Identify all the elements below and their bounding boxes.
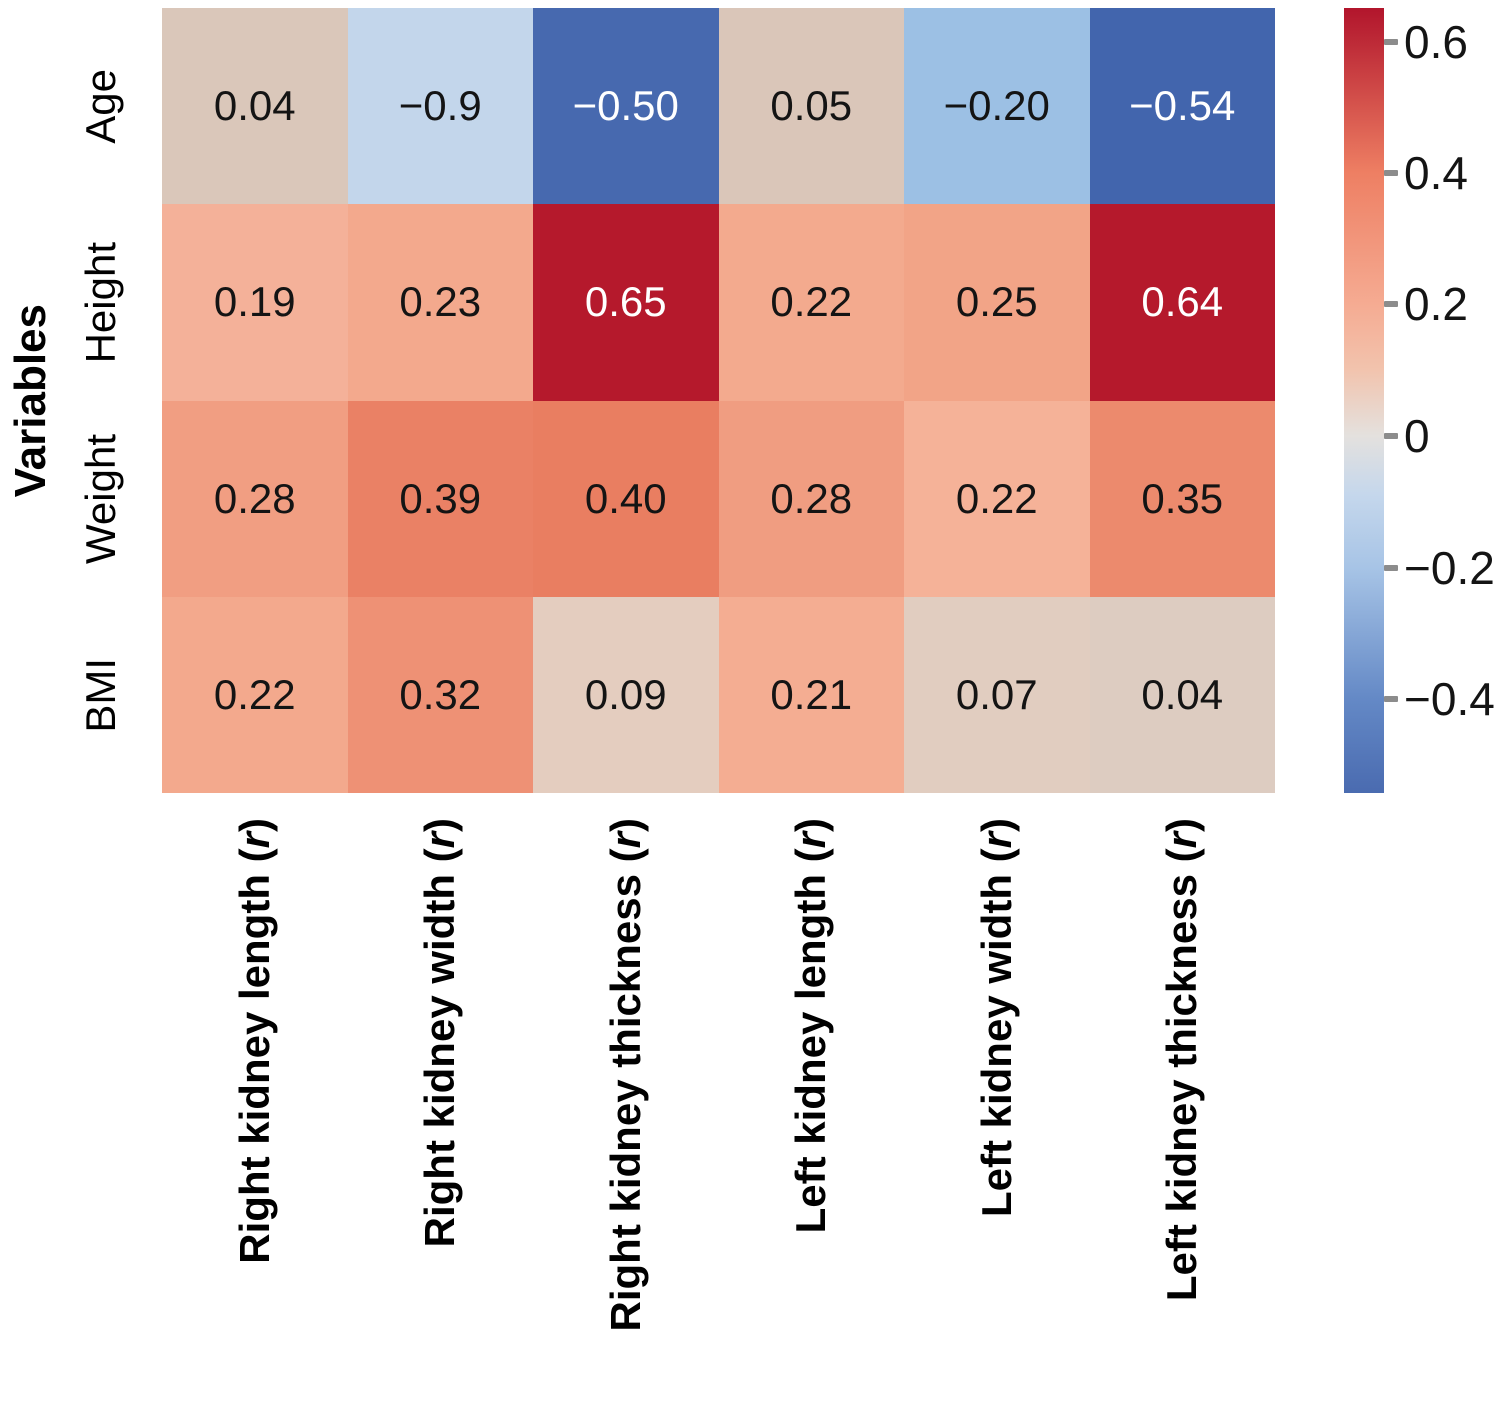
heatmap-cell: 0.22	[904, 400, 1090, 597]
y-tick-label: Age	[76, 68, 124, 144]
colorbar-tick-label: 0.2	[1404, 277, 1468, 330]
heatmap-cell: 0.25	[904, 204, 1090, 401]
heatmap-cell: 0.04	[162, 8, 348, 205]
x-tick-label-cell: Right kidney width (r)	[348, 818, 534, 1414]
heatmap-cell: 0.39	[347, 400, 533, 597]
heatmap-cell: −0.9	[347, 8, 533, 205]
heatmap-cell: 0.40	[533, 400, 719, 597]
heatmap-cell: −0.54	[1089, 8, 1275, 205]
heatmap-cell: 0.28	[162, 400, 348, 597]
heatmap-cell: 0.04	[1089, 596, 1275, 793]
y-axis-title-container: Variables	[0, 8, 62, 793]
y-tick-label-cell: Age	[66, 8, 136, 204]
heatmap-cell: 0.64	[1089, 204, 1275, 401]
colorbar-tick-label: 0.6	[1404, 15, 1468, 68]
heatmap-cell: 0.65	[533, 204, 719, 401]
heatmap-cell: 0.07	[904, 596, 1090, 793]
colorbar-tick-mark	[1384, 564, 1398, 571]
x-tick-label-cell: Right kidney thickness (r)	[533, 818, 719, 1414]
colorbar-tick-label: 0	[1404, 409, 1430, 462]
heatmap-cell: 0.19	[162, 204, 348, 401]
heatmap-cell: 0.22	[718, 204, 904, 401]
heatmap-grid: 0.04 −0.9 −0.50 0.05 −0.20 −0.54 0.19 0.23 0.65 0…	[162, 8, 1275, 793]
x-tick-label-cell: Left kidney length (r)	[719, 818, 905, 1414]
x-tick-label: Left kidney thickness (r)	[1158, 818, 1206, 1302]
heatmap-cell: 0.35	[1089, 400, 1275, 597]
heatmap-cell: 0.05	[718, 8, 904, 205]
y-tick-labels: Age Height Weight BMI	[66, 8, 136, 793]
heatmap-cell: 0.21	[718, 596, 904, 793]
x-tick-label: Left kidney length (r)	[787, 818, 835, 1234]
heatmap-cell: 0.23	[347, 204, 533, 401]
x-tick-label-cell: Left kidney width (r)	[904, 818, 1090, 1414]
heatmap-cell: −0.50	[533, 8, 719, 205]
y-tick-label: Height	[76, 241, 124, 364]
heatmap-cell: 0.32	[347, 596, 533, 793]
x-tick-label-cell: Right kidney length (r)	[162, 818, 348, 1414]
heatmap-cell: −0.20	[904, 8, 1090, 205]
colorbar-tick-label: −0.2	[1404, 541, 1495, 594]
x-tick-label: Right kidney length (r)	[230, 818, 278, 1264]
y-tick-label-cell: BMI	[66, 597, 136, 793]
colorbar-tick-mark	[1384, 695, 1398, 702]
colorbar-tick-mark	[1384, 300, 1398, 307]
x-tick-labels: Right kidney length (r) Right kidney widt…	[162, 818, 1275, 1414]
heatmap-cell: 0.28	[718, 400, 904, 597]
colorbar-gradient	[1344, 8, 1384, 793]
y-tick-label-cell: Height	[66, 204, 136, 400]
x-tick-label: Right kidney thickness (r)	[601, 818, 649, 1332]
colorbar-tick-mark	[1384, 169, 1398, 176]
heatmap-cell: 0.22	[162, 596, 348, 793]
colorbar-tick-mark	[1384, 432, 1398, 439]
x-tick-label-cell: Left kidney thickness (r)	[1090, 818, 1276, 1414]
y-tick-label: BMI	[76, 657, 124, 733]
y-tick-label: Weight	[76, 433, 124, 564]
x-tick-label: Right kidney width (r)	[416, 818, 464, 1248]
y-axis-title: Variables	[5, 303, 55, 498]
x-tick-label: Left kidney width (r)	[972, 818, 1020, 1218]
y-tick-label-cell: Weight	[66, 401, 136, 597]
colorbar-tick-label: 0.4	[1404, 146, 1468, 199]
colorbar-tick-mark	[1384, 38, 1398, 45]
heatmap-cell: 0.09	[533, 596, 719, 793]
colorbar-tick-label: −0.4	[1404, 672, 1495, 725]
